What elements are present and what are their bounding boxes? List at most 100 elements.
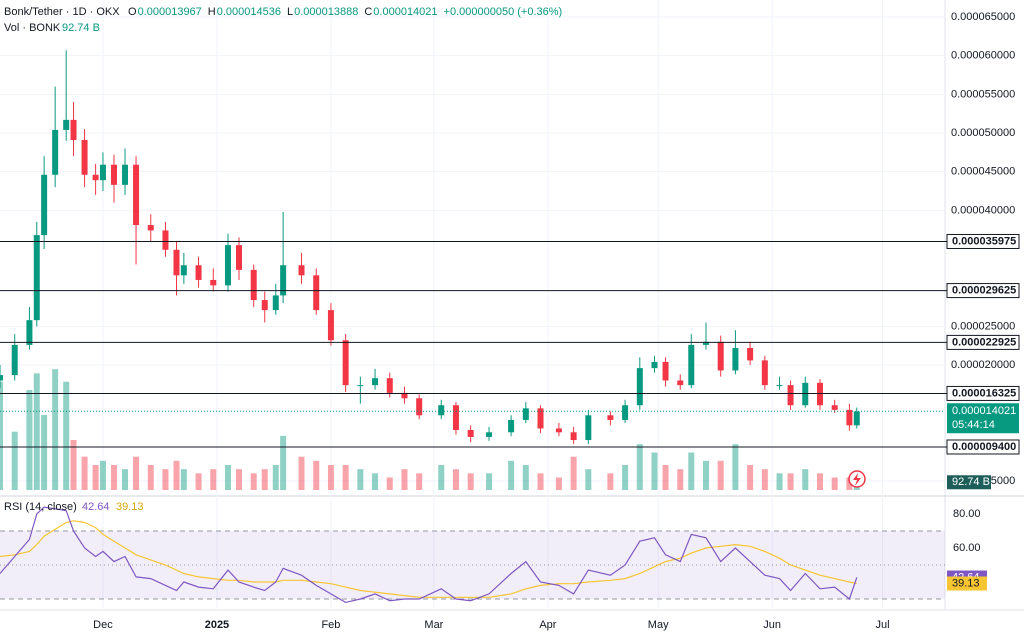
level-label-box: [946, 334, 1020, 350]
volume-label-box: [947, 475, 991, 490]
rsi-name: RSI (14, close): [4, 501, 77, 513]
volume-bar: [607, 473, 614, 490]
volume-bar: [846, 477, 853, 490]
candle-body: [522, 408, 529, 420]
candle-body: [585, 415, 592, 441]
volume-bar: [732, 444, 739, 490]
volume-bar: [110, 465, 117, 490]
volume-bar: [11, 431, 18, 490]
icon-bolt[interactable]: [853, 473, 861, 486]
y-tick-label: 0.000055000: [951, 88, 1015, 100]
volume-bar: [747, 465, 754, 490]
volume-bar: [99, 460, 106, 490]
volume-bar: [122, 469, 129, 490]
volume-bar: [570, 456, 577, 490]
volume-value: 92.74 B: [62, 22, 100, 34]
candle-body: [99, 164, 106, 181]
volume-bar: [147, 465, 154, 490]
candle-body: [776, 385, 783, 387]
volume-bar: [342, 465, 349, 490]
volume-bar: [372, 473, 379, 490]
lightning-icon[interactable]: [848, 470, 866, 488]
legend-key: C: [364, 6, 372, 18]
legend-value: 0.000014021: [373, 6, 437, 18]
legend-value: 0.000014536: [217, 6, 281, 18]
volume-bar: [81, 456, 88, 490]
volume-bar: [327, 465, 334, 490]
volume-bar: [702, 460, 709, 490]
y-tick-label: 0.000025000: [951, 320, 1015, 332]
level-label: 0.000016325: [952, 387, 1016, 399]
level-label: 0.000022925: [952, 336, 1016, 348]
rsi-tick-label: 80.00: [953, 508, 981, 520]
candle-body: [787, 385, 794, 406]
volume-name: Vol · BONK: [4, 22, 61, 34]
volume-bar: [662, 465, 669, 490]
candle-body: [327, 310, 334, 341]
candle-body: [372, 378, 379, 386]
candle-body: [250, 269, 257, 301]
x-tick-label: 2025: [205, 619, 229, 631]
volume-bar: [802, 469, 809, 490]
candle-body: [298, 265, 305, 276]
legend-key: L: [287, 6, 293, 18]
candle-body: [702, 341, 709, 345]
level-label-box: [946, 283, 1020, 299]
candle-body: [11, 344, 18, 376]
candle-body: [651, 361, 658, 369]
volume-bar: [261, 469, 268, 490]
volume-bar: [508, 460, 515, 490]
legend-key: O: [128, 6, 137, 18]
rsi-axis-label: 39.13: [952, 577, 980, 589]
volume-bar: [416, 473, 423, 490]
volume-bar: [452, 469, 459, 490]
countdown-label: 05:44:14: [952, 419, 995, 431]
candle-body: [63, 119, 70, 130]
candle-body: [816, 382, 823, 406]
candle-body: [195, 265, 202, 280]
volume-bar: [555, 477, 562, 490]
volume-bar: [26, 390, 33, 490]
volume-bar: [677, 469, 684, 490]
legend-change: +0.000000050 (+0.36%): [444, 6, 563, 18]
candle-body: [555, 428, 562, 433]
rsi-line: [0, 506, 858, 604]
overlay: Bonk/Tether · 1D · OKX Vol · BONK 92.74 …: [4, 6, 1020, 631]
volume-bar: [831, 477, 838, 490]
volume-bar: [180, 469, 187, 490]
chart-title: Bonk/Tether · 1D · OKX: [4, 6, 120, 18]
candle-body: [853, 411, 860, 426]
rsi-tick-label: 60.00: [953, 542, 981, 554]
grid: [0, 0, 945, 610]
candle-body: [508, 419, 515, 433]
candle-body: [677, 380, 684, 386]
volume-bar: [585, 469, 592, 490]
rsi-axis-box: [947, 576, 987, 591]
volume-bar: [467, 473, 474, 490]
candle-body: [224, 245, 231, 286]
volume-bar: [622, 465, 629, 490]
candle-body: [70, 119, 77, 140]
candle-body: [688, 344, 695, 386]
volume-bar: [688, 452, 695, 490]
candle-body: [52, 129, 59, 175]
candle-body: [732, 348, 739, 371]
candle-body: [236, 245, 243, 270]
level-label-box: [946, 385, 1020, 401]
volume-bar: [133, 456, 140, 490]
candle-body: [272, 295, 279, 311]
y-tick-label: 0.000060000: [951, 50, 1015, 62]
candle-body: [622, 405, 629, 420]
volume-bar: [761, 469, 768, 490]
candle-body: [452, 405, 459, 430]
volume-bar: [92, 465, 99, 490]
y-tick-label: 0.000020000: [951, 359, 1015, 371]
candle-body: [846, 409, 853, 426]
candle-body: [0, 375, 3, 381]
candle-body: [537, 408, 544, 429]
volume-bar: [636, 444, 643, 490]
candle-body: [802, 382, 809, 406]
candle-body: [386, 378, 393, 393]
candle-body: [210, 279, 217, 286]
